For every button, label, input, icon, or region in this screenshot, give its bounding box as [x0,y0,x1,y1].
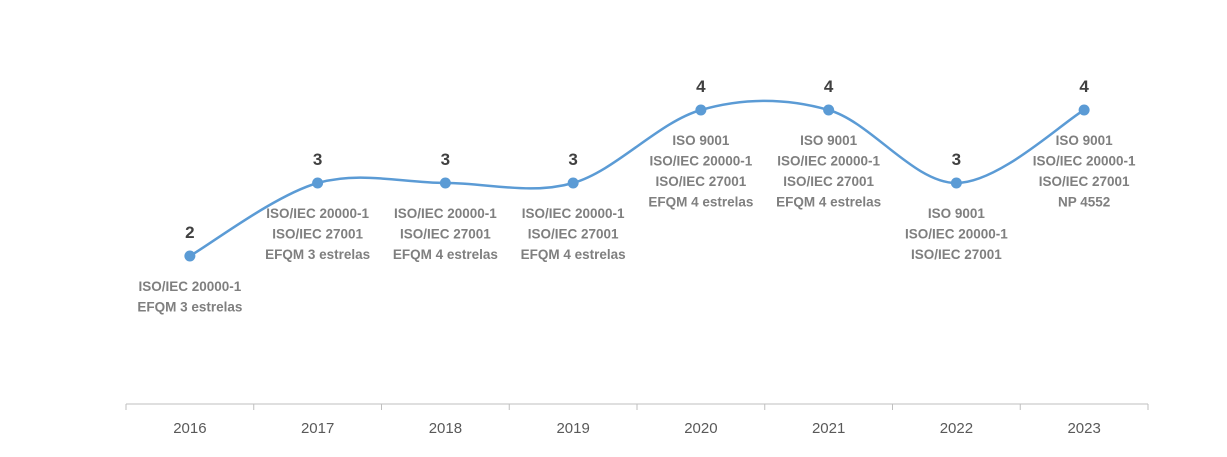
annotation-label: ISO/IEC 20000-1 [522,206,625,221]
annotation-label: ISO/IEC 20000-1 [266,206,369,221]
annotation-label: EFQM 4 estrelas [393,247,498,262]
annotation-label: EFQM 4 estrelas [521,247,626,262]
data-point [1078,104,1090,116]
annotation-label: ISO 9001 [928,206,986,221]
annotation-label: ISO/IEC 20000-1 [649,154,752,169]
data-point [950,177,962,189]
data-label: 2 [185,223,194,242]
data-point [567,177,579,189]
x-tick-label: 2018 [429,420,462,437]
annotation-label: EFQM 3 estrelas [265,247,370,262]
annotation-label: ISO/IEC 27001 [1039,174,1130,189]
annotation-label: NP 4552 [1058,195,1110,210]
annotation-label: ISO/IEC 27001 [911,247,1002,262]
series-line [189,99,1085,258]
annotation-label: ISO/IEC 20000-1 [1033,154,1136,169]
data-point [439,177,451,189]
x-tick-label: 2017 [301,420,334,437]
x-tick-label: 2019 [556,420,589,437]
data-point [312,177,324,189]
data-point [184,250,196,262]
data-label: 3 [313,150,322,169]
annotation-label: ISO 9001 [800,133,858,148]
data-label: 3 [568,150,577,169]
annotation-label: EFQM 3 estrelas [137,300,242,315]
annotation-label: ISO/IEC 20000-1 [905,227,1008,242]
data-label: 4 [1079,77,1089,96]
x-tick-label: 2020 [684,420,717,437]
data-point [695,104,707,116]
x-tick-label: 2022 [940,420,973,437]
annotation-label: ISO/IEC 27001 [272,227,363,242]
annotation-label: ISO 9001 [1056,133,1114,148]
annotation-label: ISO/IEC 20000-1 [138,279,241,294]
annotation-label: ISO 9001 [672,133,730,148]
annotation-label: ISO/IEC 27001 [400,227,491,242]
x-tick-label: 2023 [1067,420,1100,437]
annotation-label: ISO/IEC 20000-1 [394,206,497,221]
x-tick-label: 2016 [173,420,206,437]
data-label: 3 [441,150,450,169]
data-label: 4 [824,77,834,96]
annotation-label: ISO/IEC 27001 [528,227,619,242]
annotation-label: EFQM 4 estrelas [648,195,753,210]
annotation-label: ISO/IEC 27001 [655,174,746,189]
annotation-label: ISO/IEC 20000-1 [777,154,880,169]
data-point [823,104,835,116]
x-tick-label: 2021 [812,420,845,437]
data-label: 3 [952,150,961,169]
data-label: 4 [696,77,706,96]
annotation-label: EFQM 4 estrelas [776,195,881,210]
annotation-label: ISO/IEC 27001 [783,174,874,189]
